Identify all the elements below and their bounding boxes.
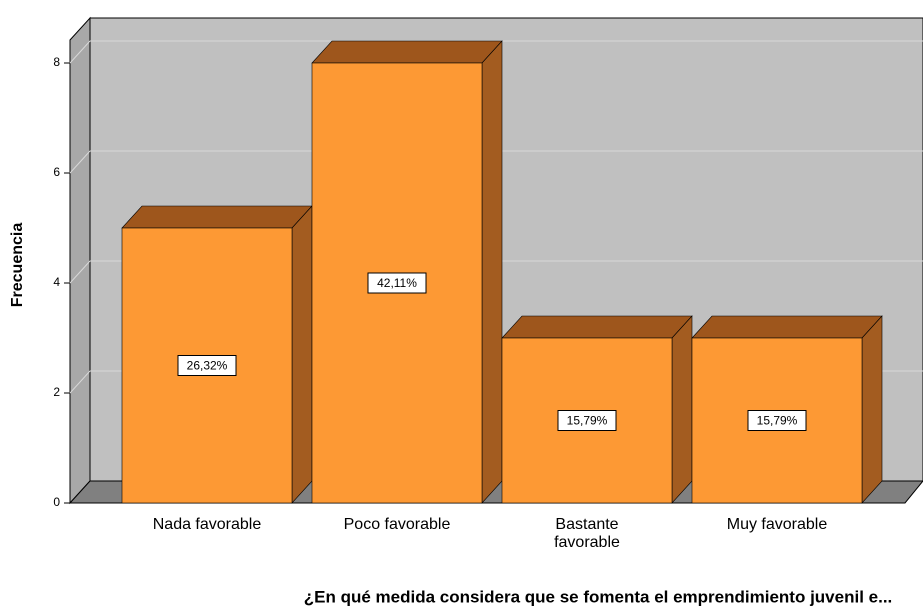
x-tick-label: Poco favorable <box>343 516 451 533</box>
grid-line-side <box>69 40 91 64</box>
data-label-box <box>747 410 807 431</box>
y-axis-title: Frecuencia <box>9 223 26 308</box>
data-label-box <box>367 272 427 294</box>
data-label: 26,32% <box>187 359 228 373</box>
y-tick-label: 4 <box>53 275 60 289</box>
y-tick-label: 8 <box>53 55 60 69</box>
bar-side <box>481 40 503 504</box>
grid-line-side <box>69 260 91 284</box>
data-label: 15,79% <box>757 414 798 428</box>
bar-side <box>671 315 693 504</box>
side-wall <box>69 16 91 505</box>
data-label-box <box>177 355 237 376</box>
x-axis-title: ¿En qué medida considera que se fomenta … <box>304 587 893 606</box>
x-tick-label: Muy favorable <box>726 516 828 533</box>
grid-line-side <box>69 150 91 174</box>
bar-top <box>121 205 313 229</box>
bar-top <box>691 315 883 339</box>
x-tick-label: Bastante favorable <box>554 516 620 551</box>
bar-top <box>311 40 503 64</box>
y-tick-label: 0 <box>53 495 60 509</box>
bar-top <box>501 315 693 339</box>
y-tick-label: 6 <box>53 165 60 179</box>
bar-side <box>291 205 313 504</box>
data-label: 15,79% <box>567 414 608 428</box>
data-label-box <box>557 410 617 431</box>
y-tick-label: 2 <box>53 385 60 399</box>
data-label: 42,11% <box>377 276 417 290</box>
x-tick-label: Nada favorable <box>152 516 262 533</box>
grid-line-side <box>69 370 91 394</box>
bar-side <box>861 315 883 504</box>
